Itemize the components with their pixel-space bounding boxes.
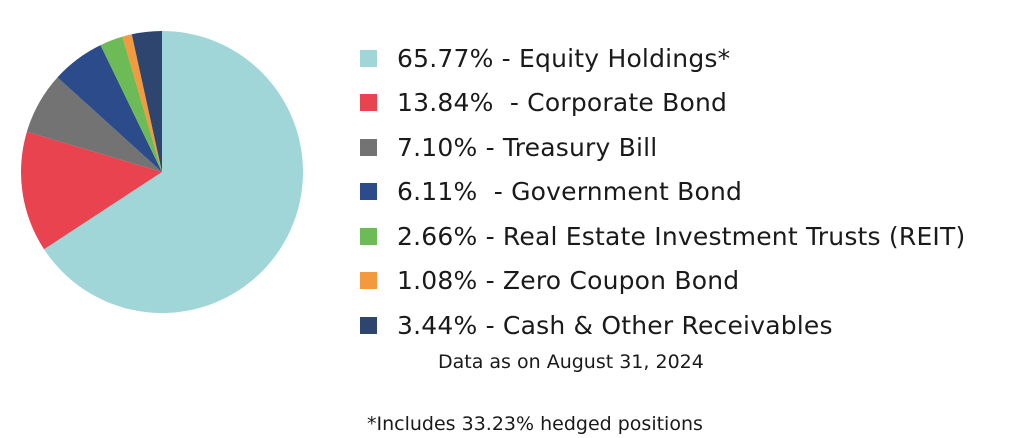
- legend-label-treasury-bill: 7.10% - Treasury Bill: [397, 132, 658, 162]
- pie-chart: [20, 31, 303, 313]
- legend-swatch-reit: [360, 227, 377, 245]
- pie-slice-treasury-bill: [26, 77, 163, 172]
- legend-swatch-equity-holdings: [360, 49, 377, 67]
- legend-item-treasury-bill: 7.10% - Treasury Bill: [360, 125, 965, 170]
- pie-slice-cash-other-receivables: [131, 31, 162, 172]
- legend-swatch-zero-coupon-bond: [360, 272, 377, 290]
- legend-label-cash-other-receivables: 3.44% - Cash & Other Receivables: [397, 310, 833, 340]
- legend-label-equity-holdings: 65.77% - Equity Holdings*: [397, 43, 731, 73]
- legend-swatch-cash-other-receivables: [360, 316, 377, 334]
- legend-item-corporate-bond: 13.84% - Corporate Bond: [360, 81, 965, 126]
- hedged-positions-footnote: *Includes 33.23% hedged positions: [367, 413, 703, 435]
- pie-slice-government-bond: [57, 45, 162, 172]
- legend-item-reit: 2.66% - Real Estate Investment Trusts (R…: [360, 214, 965, 259]
- legend-label-reit: 2.66% - Real Estate Investment Trusts (R…: [397, 221, 966, 251]
- legend-item-government-bond: 6.11% - Government Bond: [360, 170, 965, 215]
- pie-slice-equity-holdings: [44, 31, 303, 313]
- legend-item-zero-coupon-bond: 1.08% - Zero Coupon Bond: [360, 259, 965, 304]
- legend: 65.77% - Equity Holdings* 13.84% - Corpo…: [360, 36, 965, 348]
- legend-label-zero-coupon-bond: 1.08% - Zero Coupon Bond: [397, 266, 740, 296]
- pie-slice-zero-coupon-bond: [122, 34, 162, 172]
- legend-swatch-corporate-bond: [360, 94, 377, 112]
- pie-slice-corporate-bond: [20, 131, 163, 250]
- legend-item-cash-other-receivables: 3.44% - Cash & Other Receivables: [360, 303, 965, 348]
- legend-swatch-treasury-bill: [360, 138, 377, 156]
- legend-label-government-bond: 6.11% - Government Bond: [397, 177, 743, 207]
- legend-label-corporate-bond: 13.84% - Corporate Bond: [397, 88, 728, 118]
- legend-swatch-government-bond: [360, 183, 377, 201]
- pie-slice-reit: [100, 36, 162, 173]
- data-as-on-note: Data as on August 31, 2024: [438, 351, 704, 373]
- legend-item-equity-holdings: 65.77% - Equity Holdings*: [360, 36, 965, 81]
